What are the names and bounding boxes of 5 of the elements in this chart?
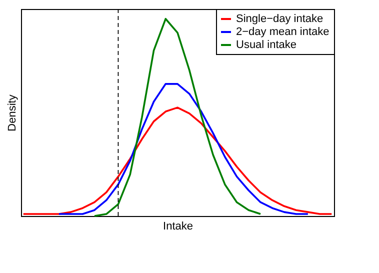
legend-label: Usual intake	[236, 39, 297, 51]
legend-label: Single−day intake	[236, 13, 324, 25]
x-axis-title: Intake	[163, 220, 193, 232]
legend-label: 2−day mean intake	[236, 26, 330, 38]
y-axis-title: Density	[6, 94, 18, 132]
